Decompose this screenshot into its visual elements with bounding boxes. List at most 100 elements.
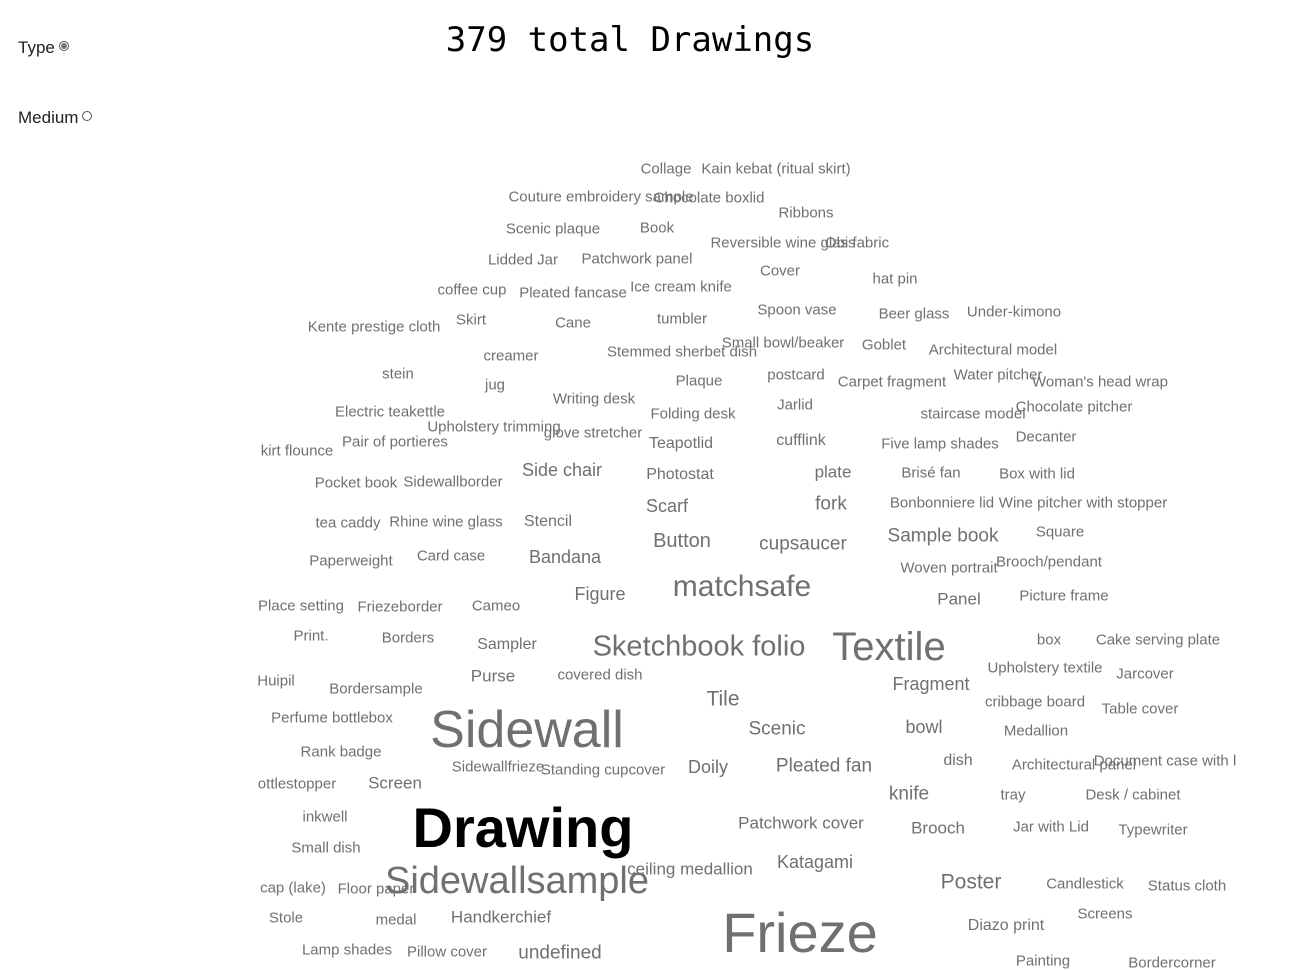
cloud-word[interactable]: medal (375, 911, 417, 929)
cloud-word[interactable]: Ice cream knife (630, 278, 732, 296)
cloud-word[interactable]: Writing desk (552, 390, 636, 408)
cloud-word[interactable]: Side chair (521, 460, 603, 480)
cloud-word[interactable]: tray (1000, 786, 1026, 804)
cloud-word[interactable]: ceiling medallion (627, 859, 753, 879)
cloud-word[interactable]: Bordercorner (1128, 954, 1216, 971)
cloud-word[interactable]: cap (lake) (260, 879, 326, 897)
cloud-word[interactable]: fork (815, 493, 847, 515)
cloud-word[interactable]: Sidewallborder (403, 473, 503, 491)
cloud-word[interactable]: Cover (759, 262, 801, 280)
cloud-word[interactable]: Borders (381, 629, 435, 647)
cloud-word[interactable]: Chocolate boxlid (653, 189, 765, 207)
cloud-word[interactable]: Kente prestige cloth (307, 318, 441, 336)
cloud-word[interactable]: Spoon vase (757, 301, 837, 319)
cloud-word[interactable]: Scenic plaque (505, 220, 601, 238)
cloud-word[interactable]: Beer glass (878, 305, 950, 323)
cloud-word[interactable]: Candlestick (1046, 875, 1124, 893)
cloud-word[interactable]: bowl (905, 717, 943, 737)
cloud-word[interactable]: Upholstery trimming (427, 418, 561, 436)
cloud-word[interactable]: Pair of portieres (342, 433, 448, 451)
cloud-word[interactable]: Drawing (412, 796, 634, 859)
cloud-word[interactable]: Lidded Jar (487, 251, 559, 269)
cloud-word[interactable]: Kain kebat (ritual skirt) (701, 160, 851, 178)
cloud-word[interactable]: Button (653, 530, 711, 552)
cloud-word[interactable]: postcard (767, 366, 825, 384)
cloud-word[interactable]: Friezeborder (357, 598, 443, 616)
cloud-word[interactable]: Reversible wine glass (710, 234, 856, 252)
cloud-word[interactable]: Table cover (1101, 700, 1179, 718)
cloud-word[interactable]: Ribbons (778, 204, 834, 222)
cloud-word[interactable]: Decanter (1015, 428, 1077, 446)
cloud-word[interactable]: Handkerchief (450, 907, 552, 927)
cloud-word[interactable]: Floor paper (337, 880, 415, 898)
cloud-word[interactable]: coffee cup (437, 281, 507, 299)
cloud-word[interactable]: Perfume bottlebox (271, 709, 393, 727)
cloud-word[interactable]: Box with lid (999, 465, 1075, 483)
cloud-word[interactable]: Book (639, 219, 675, 237)
cloud-word[interactable]: Rank badge (300, 743, 382, 761)
cloud-word[interactable]: Panel (937, 589, 981, 609)
cloud-word[interactable]: Sketchbook folio (592, 630, 806, 663)
cloud-word[interactable]: dish (943, 752, 973, 769)
cloud-word[interactable]: covered dish (557, 666, 643, 684)
cloud-word[interactable]: Pillow cover (406, 943, 488, 961)
cloud-word[interactable]: Square (1035, 523, 1085, 541)
cloud-word[interactable]: Upholstery textile (987, 659, 1103, 677)
cloud-word[interactable]: cribbage board (984, 693, 1086, 711)
type-option[interactable]: Type (18, 38, 69, 58)
medium-option[interactable]: Medium (18, 108, 93, 128)
cloud-word[interactable]: Sidewall (430, 701, 624, 759)
cloud-word[interactable]: Patchwork panel (581, 250, 693, 268)
cloud-word[interactable]: Obi fabric (824, 234, 890, 252)
cloud-word[interactable]: knife (888, 783, 930, 805)
cloud-word[interactable]: Couture embroidery sample (508, 188, 694, 206)
cloud-word[interactable]: staircase model (920, 405, 1026, 423)
cloud-word[interactable]: Carpet fragment (837, 373, 947, 391)
cloud-word[interactable]: Cane (555, 314, 591, 332)
cloud-word[interactable]: Cameo (471, 597, 521, 615)
cloud-word[interactable]: Woman's head wrap (1032, 373, 1168, 391)
cloud-word[interactable]: plate (814, 462, 852, 482)
cloud-word[interactable]: Electric teakettle (334, 403, 446, 421)
cloud-word[interactable]: Brisé fan (901, 464, 961, 482)
cloud-word[interactable]: cupsaucer (759, 533, 847, 555)
cloud-word[interactable]: Under-kimono (966, 303, 1062, 321)
cloud-word[interactable]: Architectural model (928, 341, 1058, 359)
cloud-word[interactable]: Fragment (892, 674, 970, 694)
cloud-word[interactable]: Teapotlid (648, 435, 714, 452)
cloud-word[interactable]: Lamp shades (301, 941, 393, 959)
cloud-word[interactable]: Tile (706, 687, 740, 711)
cloud-word[interactable]: Woven portrait (900, 559, 998, 577)
cloud-word[interactable]: Card case (416, 547, 486, 565)
cloud-word[interactable]: Sidewallfrieze (451, 758, 545, 776)
cloud-word[interactable]: Paperweight (309, 552, 393, 570)
cloud-word[interactable]: Brooch (911, 818, 965, 838)
cloud-word[interactable]: Typewriter (1118, 821, 1188, 839)
cloud-word[interactable]: matchsafe (672, 570, 812, 603)
cloud-word[interactable]: Katagami (776, 852, 854, 872)
cloud-word[interactable]: Medallion (1003, 722, 1069, 740)
cloud-word[interactable]: inkwell (302, 808, 348, 826)
cloud-word[interactable]: Place setting (258, 597, 344, 615)
medium-radio[interactable] (82, 111, 93, 121)
cloud-word[interactable]: Jarcover (1116, 665, 1174, 683)
cloud-word[interactable]: Brooch/pendant (996, 553, 1102, 571)
cloud-word[interactable]: Small bowl/beaker (721, 334, 845, 352)
cloud-word[interactable]: Small dish (291, 839, 361, 857)
cloud-word[interactable]: Collage (640, 160, 692, 178)
cloud-word[interactable]: Doily (687, 757, 729, 777)
cloud-word[interactable]: Poster (940, 870, 1002, 894)
cloud-word[interactable]: Pleated fancase (519, 284, 627, 302)
cloud-word[interactable]: creamer (483, 347, 539, 365)
cloud-word[interactable]: Jar with Lid (1013, 818, 1089, 836)
cloud-word[interactable]: Sidewallsample (384, 860, 650, 902)
cloud-word[interactable]: Stole (268, 909, 304, 927)
cloud-word[interactable]: Stencil (523, 513, 573, 530)
cloud-word[interactable]: Status cloth (1147, 877, 1227, 895)
cloud-word[interactable]: Plaque (675, 372, 723, 390)
cloud-word[interactable]: Goblet (861, 336, 907, 354)
cloud-word[interactable]: ottlestopper (257, 775, 337, 793)
cloud-word[interactable]: Figure (574, 584, 626, 604)
cloud-word[interactable]: Screen (368, 773, 422, 793)
cloud-word[interactable]: jug (484, 376, 506, 394)
